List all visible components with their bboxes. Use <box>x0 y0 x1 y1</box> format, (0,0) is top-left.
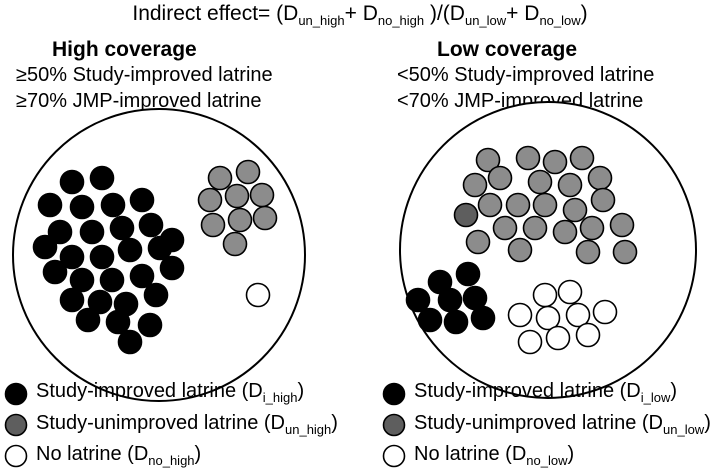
household-improved-dot <box>79 219 105 245</box>
household-improved-dot <box>470 305 496 331</box>
household-no-latrine-dot <box>532 282 558 308</box>
household-improved-dot <box>42 259 68 285</box>
household-no-latrine-dot <box>507 302 533 328</box>
household-unimproved-dot <box>507 237 533 263</box>
household-unimproved-dot <box>487 165 513 191</box>
household-unimproved-dot <box>200 212 226 238</box>
household-improved-dot <box>455 261 481 287</box>
household-improved-dot <box>87 289 113 315</box>
household-unimproved-dot <box>515 145 541 171</box>
low-coverage-village-circle <box>399 101 697 399</box>
household-improved-dot <box>138 212 164 238</box>
household-unimproved-dot <box>465 229 491 255</box>
household-improved-dot <box>109 215 135 241</box>
household-improved-dot <box>59 244 85 270</box>
household-improved-dot <box>117 329 143 355</box>
household-improved-dot <box>129 263 155 289</box>
household-improved-dot <box>417 307 443 333</box>
household-unimproved-dot <box>590 187 616 213</box>
legend-left-none: No latrine (Dno_high) <box>36 443 202 468</box>
legend-improved-icon <box>382 382 406 406</box>
household-unimproved-dot <box>522 215 548 241</box>
high-criterion-study: ≥50% Study-improved latrine <box>16 64 273 86</box>
household-improved-dot <box>59 169 85 195</box>
household-unimproved-dot <box>532 192 558 218</box>
legend-left-unimproved: Study-unimproved latrine (Dun_high) <box>36 412 338 437</box>
household-improved-dot <box>117 237 143 263</box>
household-improved-dot <box>437 287 463 313</box>
household-improved-dot <box>69 194 95 220</box>
household-no-latrine-dot <box>535 305 561 331</box>
high-coverage-title: High coverage <box>52 38 197 61</box>
legend-right-improved: Study-improved latrine (Di_low) <box>414 380 678 405</box>
legend-left-improved: Study-improved latrine (Di_high) <box>36 380 305 405</box>
household-unimproved-dot <box>197 187 223 213</box>
legend-right-none: No latrine (Dno_low) <box>414 443 575 468</box>
household-improved-dot <box>59 287 85 313</box>
household-unimproved-dot <box>477 192 503 218</box>
household-unimproved-dot <box>222 231 248 257</box>
household-improved-dot <box>69 267 95 293</box>
household-unimproved-dot <box>557 172 583 198</box>
household-no-latrine-dot <box>517 329 543 355</box>
household-improved-dot <box>100 192 126 218</box>
household-unimproved-dot <box>227 207 253 233</box>
household-unimproved-dot <box>562 197 588 223</box>
household-unimproved-dot <box>569 145 595 171</box>
household-unimproved-dot <box>224 183 250 209</box>
household-unimproved-dot <box>527 169 553 195</box>
household-improved-dot <box>47 219 73 245</box>
low-criterion-study: <50% Study-improved latrine <box>397 64 655 86</box>
household-unimproved-dot <box>249 182 275 208</box>
household-improved-dot <box>129 187 155 213</box>
household-no-latrine-dot <box>565 302 591 328</box>
household-improved-dot <box>89 165 115 191</box>
household-unimproved-dot <box>587 165 613 191</box>
household-unimproved-dot <box>552 219 578 245</box>
indirect-effect-formula: Indirect effect= (Dun_high+ Dno_high )/(… <box>132 2 588 28</box>
household-improved-dot <box>37 192 63 218</box>
legend-unimproved-icon <box>382 413 406 437</box>
household-improved-dot <box>405 287 431 313</box>
legend-markers <box>4 382 406 468</box>
legend-no-latrine-icon <box>4 444 28 468</box>
household-improved-dot <box>89 244 115 270</box>
household-unimproved-dot <box>579 215 605 241</box>
household-unimproved-dot <box>475 147 501 173</box>
legend-improved-icon <box>4 382 28 406</box>
household-unimproved-dot <box>252 205 278 231</box>
low-coverage-title: Low coverage <box>437 38 578 61</box>
legend-right-unimproved: Study-unimproved latrine (Dun_low) <box>414 412 711 437</box>
high-coverage-households <box>32 159 278 355</box>
household-no-latrine-dot <box>575 322 601 348</box>
household-no-latrine-dot <box>592 299 618 325</box>
household-unimproved-dot <box>505 192 531 218</box>
household-improved-dot <box>159 255 185 281</box>
household-improved-dot <box>105 309 131 335</box>
household-no-latrine-dot <box>557 279 583 305</box>
household-unimproved-dot <box>542 149 568 175</box>
legend-no-latrine-icon <box>382 444 406 468</box>
household-improved-dot <box>159 227 185 253</box>
low-coverage-households <box>405 145 638 355</box>
household-unimproved-dot <box>492 215 518 241</box>
household-no-latrine-dot <box>245 282 271 308</box>
household-unimproved-dot <box>207 165 233 191</box>
household-unimproved-dot <box>575 239 601 265</box>
household-improved-dot <box>143 282 169 308</box>
high-criterion-jmp: ≥70% JMP-improved latrine <box>16 90 262 112</box>
household-improved-dot <box>99 267 125 293</box>
household-unimproved-dot <box>453 202 479 228</box>
household-no-latrine-dot <box>545 325 571 351</box>
household-unimproved-dot <box>612 239 638 265</box>
household-unimproved-dot <box>609 212 635 238</box>
household-improved-dot <box>75 307 101 333</box>
household-improved-dot <box>443 309 469 335</box>
legend-unimproved-icon <box>4 413 28 437</box>
household-unimproved-dot <box>462 172 488 198</box>
household-improved-dot <box>32 234 58 260</box>
household-unimproved-dot <box>235 159 261 185</box>
household-improved-dot <box>137 312 163 338</box>
